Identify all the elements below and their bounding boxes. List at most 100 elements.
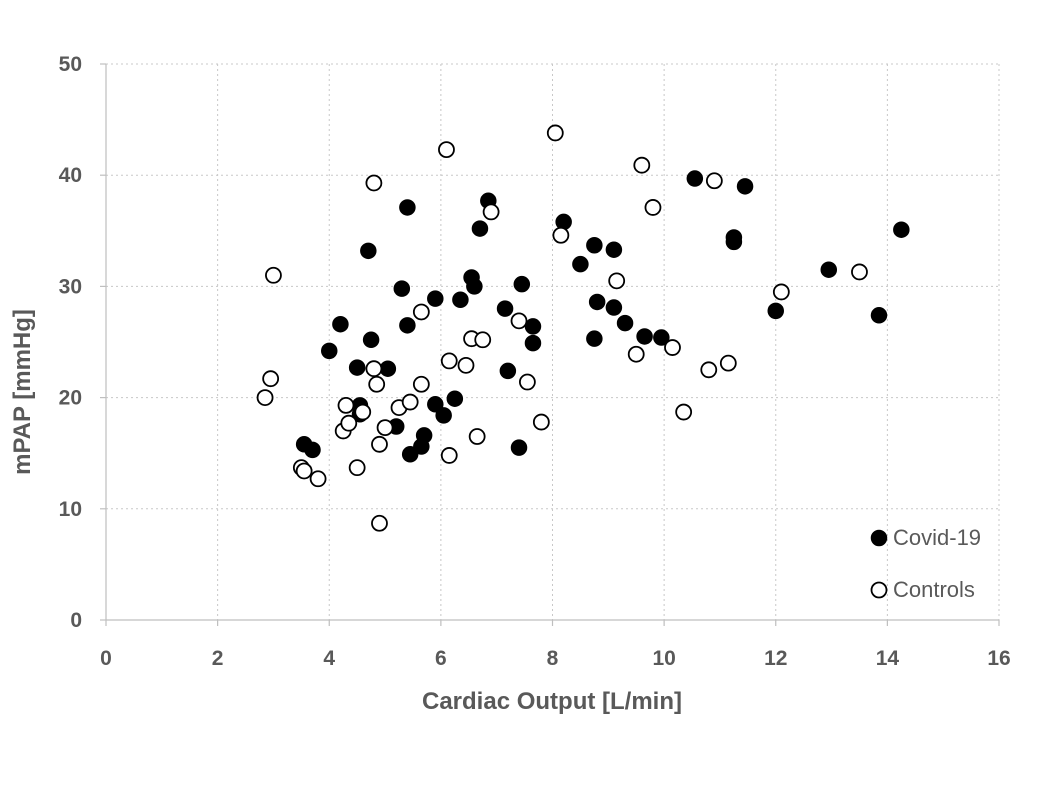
control-data-point [348,459,366,477]
covid-data-point [616,314,634,332]
covid-data-point [446,390,464,407]
control-data-point [474,331,492,349]
control-data-point [371,435,388,453]
covid-data-point [466,278,483,295]
x-axis-title: Cardiac Output [L/min] [422,688,682,715]
control-data-point [633,156,651,174]
control-data-point [440,352,458,370]
tick-labels: 0 2 4 6 8 10 12 14 16 0 10 20 30 40 50 [59,53,1011,670]
gridlines [106,63,1000,620]
legend-item-controls: Controls [870,577,975,602]
legend-marker-controls [870,581,888,599]
control-data-point [365,360,383,378]
control-data-point [365,174,383,192]
covid-data-point [725,233,743,251]
y-tick-label: 30 [59,275,82,298]
control-data-point [468,428,486,445]
control-data-point [371,514,388,532]
covid-data-point [496,300,514,317]
control-data-point [772,283,790,301]
covid-data-point [321,342,338,360]
covid-data-point [435,407,452,424]
covid-data-point [362,331,380,349]
control-data-point [518,373,536,391]
x-tick-label: 6 [435,647,447,670]
control-data-point [552,226,570,244]
y-tick-label: 50 [59,53,82,76]
control-data-point [457,356,475,374]
covid-data-point [452,291,469,308]
y-tick-label: 40 [59,164,82,187]
covid-data-point [686,170,704,187]
covid-data-point [555,213,572,231]
covid-data-point [415,427,433,444]
covid-data-point [304,441,321,459]
covid-data-point [524,318,542,335]
control-data-point [340,414,358,432]
covid-data-point [513,275,531,293]
covid-data-point [332,315,349,333]
covid-data-point [820,261,838,278]
control-data-point [368,375,386,393]
covid-data-point [605,299,623,316]
control-data-point [608,272,626,290]
legend-marker-covid [870,529,888,547]
covid-data-point [427,396,444,413]
control-data-point [376,419,394,437]
control-data-point [401,393,419,411]
y-tick-label: 10 [59,498,82,521]
control-data-point [354,403,372,421]
covid-data-point [605,241,623,258]
control-data-point [675,403,693,421]
covid-data-point [588,293,606,311]
control-data-point [412,375,430,393]
data-points [256,124,910,532]
covid-data-point [893,221,910,238]
control-data-point [664,339,681,356]
control-data-point [851,263,868,281]
covid-data-point [586,237,603,254]
covid-data-point [572,255,589,273]
control-data-point [256,389,274,407]
legend-item-covid: Covid-19 [870,525,981,550]
legend-label-covid: Covid-19 [893,525,981,550]
y-axis-title: mPAP [mmHg] [9,309,36,475]
control-data-point [412,303,430,321]
control-data-point [262,370,280,388]
x-tick-label: 2 [212,647,224,670]
covid-data-point [401,446,419,463]
legend-label-controls: Controls [893,577,975,602]
covid-data-point [524,334,542,352]
control-data-point [295,462,313,480]
y-tick-label: 0 [70,609,82,632]
x-tick-label: 4 [323,647,335,670]
covid-data-point [586,330,603,347]
covid-data-point [471,220,489,237]
control-data-point [627,345,645,363]
covid-data-point [870,307,888,324]
control-data-point [337,396,355,414]
x-tick-label: 14 [876,647,900,670]
control-data-point [546,124,564,142]
control-data-point [438,141,455,159]
covid-data-point [399,317,416,334]
covid-data-point [399,199,416,216]
covid-data-point [393,280,411,297]
control-data-point [700,361,718,379]
control-data-point [482,203,500,221]
control-data-point [532,413,550,431]
legend: Covid-19 Controls [870,525,981,602]
axes [100,63,1000,626]
control-data-point [705,172,723,190]
covid-data-point [767,302,784,320]
control-data-point [644,199,662,216]
control-data-point [309,470,327,488]
covid-data-point [360,242,377,260]
covid-data-point [510,439,528,456]
control-data-point [265,266,282,284]
control-data-point [510,312,528,330]
covid-data-point [653,329,670,346]
covid-data-point [379,360,397,377]
